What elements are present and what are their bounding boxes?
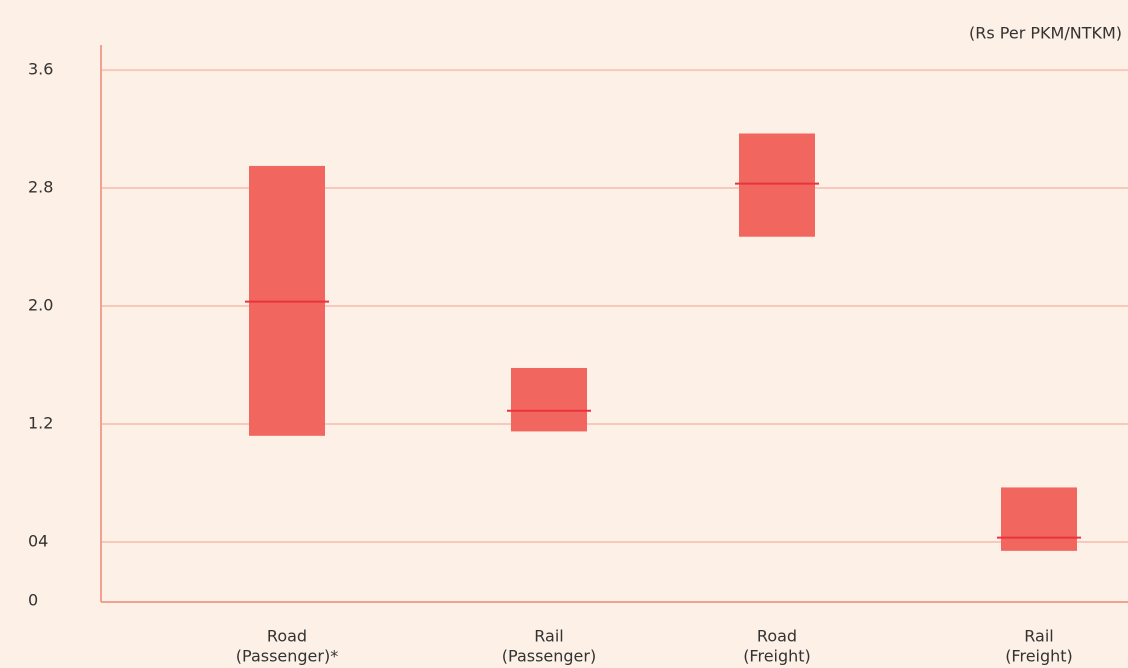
range-bar	[1001, 487, 1077, 551]
unit-label: (Rs Per PKM/NTKM)	[969, 24, 1122, 43]
x-tick-label: Rail	[1024, 627, 1053, 646]
range-bar	[739, 133, 815, 237]
y-tick-label: 3.6	[28, 60, 53, 79]
x-tick-label: (Passenger)*	[236, 647, 338, 666]
x-tick-label: (Passenger)	[502, 647, 596, 666]
y-tick-label: 2.8	[28, 178, 53, 197]
x-tick-label: Rail	[534, 627, 563, 646]
y-tick-label: 04	[28, 532, 48, 551]
range-bar	[511, 367, 587, 432]
x-tick-label: (Freight)	[1005, 647, 1073, 666]
x-tick-label: Road	[757, 627, 797, 646]
y-tick-label: 1.2	[28, 414, 53, 433]
y-tick-label: 0	[28, 591, 38, 610]
x-tick-label: Road	[267, 627, 307, 646]
y-tick-label: 2.0	[28, 296, 53, 315]
x-tick-label: (Freight)	[743, 647, 811, 666]
